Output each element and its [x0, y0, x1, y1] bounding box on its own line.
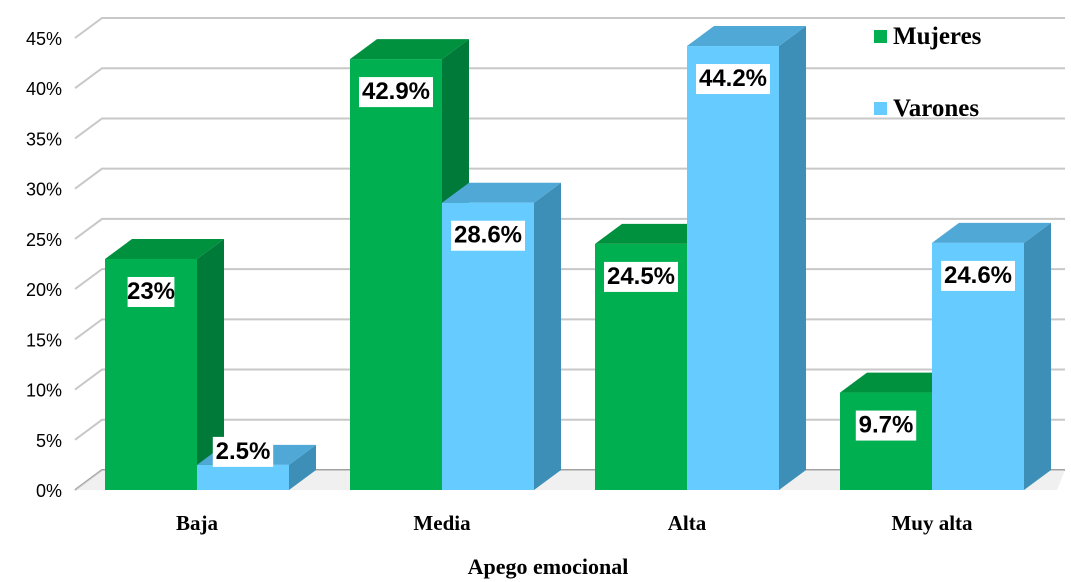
bar-varones-alta: 44.2% [687, 26, 806, 491]
data-label-background [941, 260, 1015, 291]
x-category-label: Alta [668, 511, 707, 535]
data-label: 28.6% [454, 222, 522, 249]
bar-side [779, 26, 806, 491]
data-label-background [359, 77, 433, 108]
legend-item-varones: Varones [874, 95, 979, 122]
legend-label: Varones [893, 95, 979, 122]
data-label: 23% [127, 278, 175, 305]
bar-mujeres-baja: 23% [105, 238, 224, 490]
data-label-background [604, 261, 678, 292]
bar-front [840, 392, 932, 490]
bar-top [932, 222, 1051, 243]
data-label-background [212, 436, 274, 467]
gridline [74, 217, 1065, 240]
x-category-label: Baja [176, 511, 219, 535]
chart-floor [75, 470, 1065, 490]
bar-top [350, 39, 469, 60]
bar-top [687, 26, 806, 47]
data-label-background [127, 276, 175, 307]
bar-mujeres-media: 42.9% [350, 39, 469, 491]
legend-swatch [874, 102, 887, 115]
data-label: 24.6% [944, 262, 1012, 289]
y-axis-ticks: 0% 5% 10% 15% 20% 25% 30% 35% 40% 45% [26, 29, 62, 501]
y-tick-label: 20% [26, 280, 62, 300]
data-label-background [855, 410, 917, 441]
y-tick-label: 5% [36, 431, 62, 451]
bar-mujeres-muy-alta: 9.7% [840, 372, 959, 490]
bar-varones-media: 28.6% [442, 182, 561, 490]
y-tick-label: 35% [26, 129, 62, 149]
bar-top [595, 223, 714, 244]
bar-side [1024, 222, 1051, 490]
data-label: 44.2% [699, 65, 767, 92]
legend-label: Mujeres [893, 23, 982, 50]
bar-varones-muy-alta: 24.6% [932, 222, 1051, 490]
x-axis-title: Apego emocional [468, 554, 629, 579]
gridline [74, 17, 1065, 39]
data-label: 24.5% [607, 263, 675, 290]
bar-top [442, 182, 561, 203]
x-axis-categories: Baja Media Alta Muy alta [176, 511, 973, 535]
x-category-label: Media [413, 511, 471, 535]
bar-front [197, 464, 289, 490]
bar-side [289, 444, 316, 490]
gridline [74, 167, 1065, 190]
bar-front [687, 46, 779, 491]
gridline [74, 67, 1065, 90]
legend-swatch [874, 30, 887, 43]
y-tick-label: 25% [26, 230, 62, 250]
bar-varones-baja: 2.5% [197, 436, 316, 490]
bars: 23% 2.5% 42.9% 28.6% 24.5% 44.2% 9.7% 24.6% [105, 26, 1051, 491]
x-category-label: Muy alta [891, 511, 973, 535]
gridlines [74, 17, 1065, 491]
data-label: 2.5% [216, 438, 271, 465]
data-label-background [696, 64, 770, 95]
y-tick-label: 45% [26, 29, 62, 49]
y-tick-label: 15% [26, 330, 62, 350]
bar-front [350, 59, 442, 491]
data-label: 9.7% [859, 412, 914, 439]
legend: Mujeres Varones [874, 23, 982, 122]
y-tick-label: 0% [36, 481, 62, 501]
bar-side [534, 182, 561, 490]
data-label-background [451, 220, 525, 251]
data-label: 42.9% [362, 78, 430, 105]
bar-top [105, 238, 224, 259]
bar-top [840, 372, 959, 393]
bar-side [197, 238, 224, 490]
y-tick-label: 40% [26, 79, 62, 99]
legend-item-mujeres: Mujeres [874, 23, 982, 50]
y-tick-label: 10% [26, 381, 62, 401]
y-tick-label: 30% [26, 180, 62, 200]
